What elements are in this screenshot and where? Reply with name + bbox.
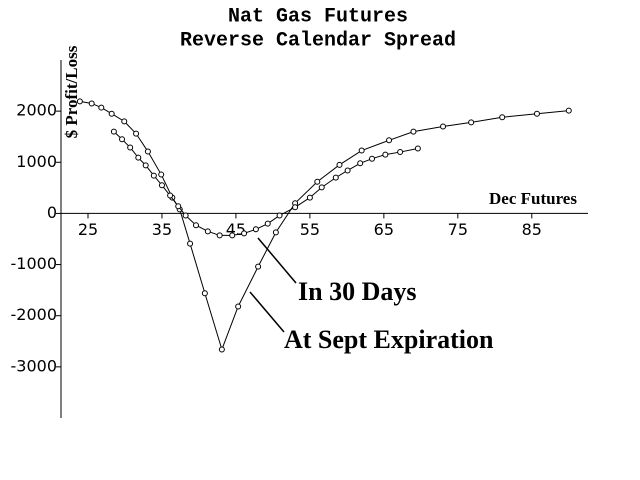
point [336, 161, 343, 168]
annotation: At Sept Expiration [284, 325, 494, 354]
point [204, 228, 211, 235]
point [318, 184, 325, 191]
point [201, 290, 208, 297]
point [252, 226, 259, 233]
chart-subtitle: Reverse Calendar Spread [180, 29, 456, 52]
x-tick-label: 65 [374, 220, 394, 239]
point [410, 128, 417, 135]
point [187, 240, 194, 247]
y-tick-label: -1000 [11, 254, 58, 273]
point [127, 144, 134, 151]
point [414, 145, 421, 152]
y-tick-label: 1000 [16, 152, 57, 171]
point [533, 110, 540, 117]
point [133, 130, 140, 137]
chart-title: Nat Gas Futures [228, 5, 408, 28]
point [382, 151, 389, 158]
point [121, 118, 128, 125]
point [358, 147, 365, 154]
annotation: In 30 Days [298, 277, 416, 306]
point [357, 160, 364, 167]
point [292, 204, 299, 211]
x-axis-label: Dec Futures [489, 189, 577, 208]
point [167, 192, 174, 199]
point [306, 194, 313, 201]
point [142, 162, 149, 169]
y-axis-label: $ Profit/Loss [62, 45, 81, 138]
point [440, 123, 447, 130]
point [276, 212, 283, 219]
point [76, 98, 83, 105]
point [264, 220, 271, 227]
x-tick-label: 85 [522, 220, 542, 239]
point [241, 230, 248, 237]
point [386, 137, 393, 144]
point [175, 203, 182, 210]
x-tick-label: 25 [78, 220, 98, 239]
point [216, 232, 223, 239]
point [150, 172, 157, 179]
point [369, 155, 376, 162]
point [255, 263, 262, 270]
point [108, 110, 115, 117]
point [235, 303, 242, 310]
y-tick-label: -2000 [11, 305, 58, 324]
point [119, 136, 126, 143]
point [98, 104, 105, 111]
point [135, 154, 142, 161]
point [272, 229, 279, 236]
point [110, 128, 117, 135]
point [565, 107, 572, 114]
point [314, 178, 321, 185]
leader-line [257, 237, 297, 284]
y-tick-label: 0 [47, 203, 57, 222]
y-tick-label: 2000 [16, 101, 57, 120]
point [218, 346, 225, 353]
x-tick-label: 75 [448, 220, 468, 239]
point [182, 212, 189, 219]
series-line [113, 131, 418, 236]
point [332, 174, 339, 181]
point [229, 232, 236, 239]
point [468, 119, 475, 126]
y-tick-label: -3000 [11, 356, 58, 375]
x-tick-label: 35 [152, 220, 172, 239]
point [158, 182, 165, 189]
point [88, 100, 95, 107]
point [158, 171, 165, 178]
point [397, 149, 404, 156]
point [144, 148, 151, 155]
point [192, 222, 199, 229]
x-tick-label: 55 [300, 220, 320, 239]
point [344, 167, 351, 174]
point [499, 114, 506, 121]
leader-line [249, 291, 285, 333]
